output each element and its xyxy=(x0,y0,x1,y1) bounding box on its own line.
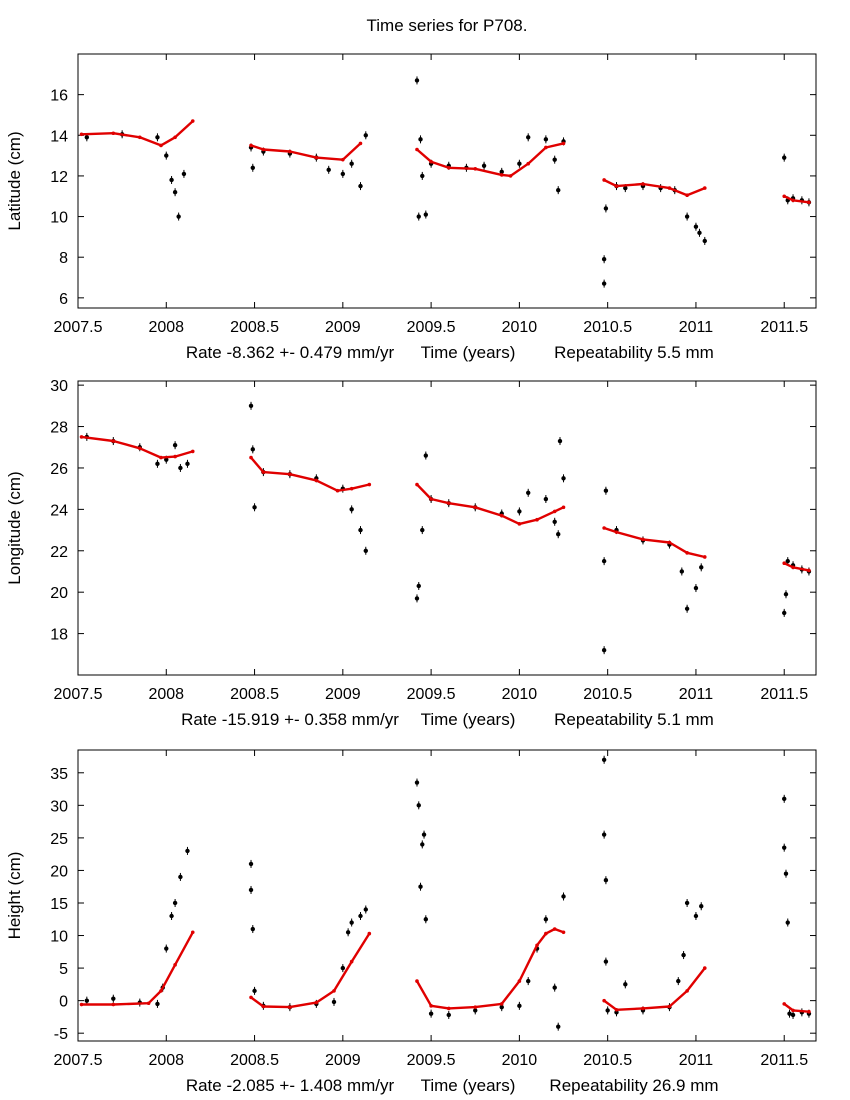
model-curve xyxy=(80,435,194,459)
x-tick-label: 2009.5 xyxy=(407,1052,456,1069)
y-tick-label: 15 xyxy=(50,896,68,913)
y-tick-label: 0 xyxy=(59,994,68,1011)
x-tick-label: 2009 xyxy=(325,319,361,336)
x-tick-label: 2011 xyxy=(679,319,714,336)
x-tick-label: 2007.5 xyxy=(54,686,103,703)
x-axis-label: Time (years) xyxy=(421,710,516,729)
y-tick-label: 8 xyxy=(59,250,68,267)
y-tick-label: 20 xyxy=(50,585,68,602)
plot-frame xyxy=(77,53,817,309)
y-tick-label: 26 xyxy=(50,461,68,478)
rate-text: Rate -8.362 +- 0.479 mm/yr xyxy=(186,343,395,362)
latitude-panel: 2007.5 2008 2008.5 2009 2009.5 2010 2010.5 2011… xyxy=(5,53,817,362)
plot-frame xyxy=(77,749,817,1042)
y-tick-label: 10 xyxy=(50,210,68,227)
model-curve xyxy=(783,1002,811,1013)
x-tick-label: 2010.5 xyxy=(583,1052,632,1069)
figure-title: Time series for P708. xyxy=(367,16,528,35)
x-tick-label: 2011.5 xyxy=(760,1052,808,1069)
y-tick-label: -5 xyxy=(54,1026,68,1043)
height-panel: 2007.5 2008 2008.5 2009 2009.5 2010 2010.5 2011… xyxy=(5,749,817,1095)
repeatability-text: Repeatability 5.1 mm xyxy=(554,710,714,729)
rate-text: Rate -2.085 +- 1.408 mm/yr xyxy=(186,1076,395,1095)
x-tick-label: 2008 xyxy=(148,1052,184,1069)
x-tick-label: 2007.5 xyxy=(54,1052,103,1069)
y-tick-label: 5 xyxy=(59,961,68,978)
y-tick-label: 24 xyxy=(50,502,68,519)
plot-frame xyxy=(77,380,817,676)
model-curve xyxy=(783,195,811,204)
x-tick-label: 2010 xyxy=(502,319,538,336)
x-tick-label: 2009.5 xyxy=(407,686,456,703)
x-tick-label: 2010 xyxy=(502,686,538,703)
y-axis-label: Longitude (cm) xyxy=(5,471,24,584)
x-tick-label: 2009.5 xyxy=(407,319,456,336)
x-tick-label: 2009 xyxy=(325,1052,361,1069)
y-tick-label: 16 xyxy=(50,88,68,105)
model-curve xyxy=(249,456,371,492)
y-tick-label: 20 xyxy=(50,863,68,880)
y-tick-label: 12 xyxy=(50,169,68,186)
x-tick-label: 2007.5 xyxy=(54,319,103,336)
model-curve xyxy=(415,483,565,526)
x-tick-label: 2008 xyxy=(148,686,184,703)
x-tick-label: 2010.5 xyxy=(583,686,632,703)
x-tick-label: 2011.5 xyxy=(760,319,808,336)
y-tick-label: 25 xyxy=(50,831,68,848)
rate-text: Rate -15.919 +- 0.358 mm/yr xyxy=(181,710,399,729)
y-tick-label: 6 xyxy=(59,291,68,308)
y-tick-label: 30 xyxy=(50,378,68,395)
x-tick-label: 2011 xyxy=(679,686,714,703)
repeatability-text: Repeatability 26.9 mm xyxy=(549,1076,718,1095)
y-tick-label: 28 xyxy=(50,420,68,437)
x-tick-label: 2008.5 xyxy=(230,686,279,703)
model-curve xyxy=(249,142,362,161)
x-tick-label: 2010 xyxy=(502,1052,538,1069)
model-curve xyxy=(602,526,706,559)
x-tick-label: 2009 xyxy=(325,686,361,703)
model-curve xyxy=(602,966,706,1011)
x-tick-label: 2008.5 xyxy=(230,1052,279,1069)
model-curve xyxy=(249,932,371,1009)
y-tick-label: 22 xyxy=(50,544,68,561)
x-axis-label: Time (years) xyxy=(421,1076,516,1095)
x-tick-label: 2010.5 xyxy=(583,319,632,336)
y-tick-label: 14 xyxy=(50,128,68,145)
y-tick-label: 18 xyxy=(50,627,68,644)
y-axis-label: Latitude (cm) xyxy=(5,131,24,230)
model-curve xyxy=(415,927,565,1010)
y-tick-label: 10 xyxy=(50,929,68,946)
x-axis-label: Time (years) xyxy=(421,343,516,362)
y-axis-label: Height (cm) xyxy=(5,852,24,940)
x-tick-label: 2011.5 xyxy=(760,686,808,703)
model-curve xyxy=(80,119,194,147)
y-tick-label: 30 xyxy=(50,798,68,815)
model-curve xyxy=(602,178,706,197)
y-tick-label: 35 xyxy=(50,766,68,783)
x-tick-label: 2008.5 xyxy=(230,319,279,336)
model-curve xyxy=(80,931,194,1006)
model-curve xyxy=(415,142,565,178)
repeatability-text: Repeatability 5.5 mm xyxy=(554,343,714,362)
longitude-panel: 2007.5 2008 2008.5 2009 2009.5 2010 2010.5 2011… xyxy=(5,378,817,729)
x-tick-label: 2011 xyxy=(679,1052,714,1069)
model-curve xyxy=(783,562,811,572)
x-tick-label: 2008 xyxy=(148,319,184,336)
